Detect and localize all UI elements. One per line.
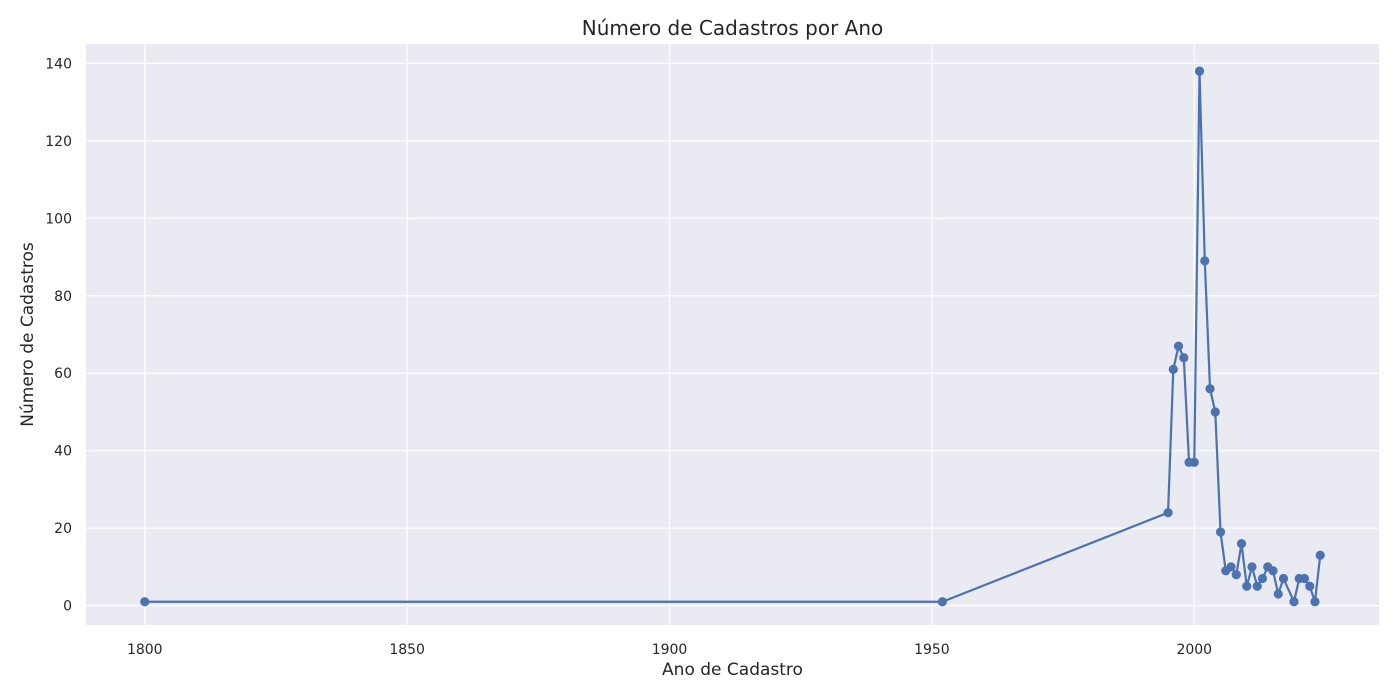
y-tick-labels: 0 20 40 60 80 100 120 140 bbox=[45, 56, 72, 614]
data-point bbox=[1173, 341, 1184, 351]
y-tick-label: 20 bbox=[54, 521, 72, 537]
data-point bbox=[1315, 550, 1325, 560]
data-point bbox=[1242, 581, 1252, 591]
data-point bbox=[1268, 566, 1278, 576]
data-point bbox=[1257, 573, 1268, 584]
data-point bbox=[1236, 539, 1247, 549]
y-tick-label: 60 bbox=[54, 366, 72, 382]
x-tick-label: 2000 bbox=[1176, 642, 1212, 658]
y-tick-label: 80 bbox=[54, 289, 72, 305]
x-tick-label: 1900 bbox=[652, 642, 688, 658]
y-tick-label: 40 bbox=[54, 444, 72, 460]
data-point bbox=[1252, 581, 1262, 591]
data-point bbox=[1247, 562, 1257, 572]
data-point bbox=[1205, 384, 1215, 394]
x-tick-labels: 1800 1850 1900 1950 2000 bbox=[127, 642, 1212, 658]
y-gridlines bbox=[86, 62, 1379, 607]
data-point bbox=[1189, 457, 1199, 467]
x-tick-label: 1800 bbox=[127, 642, 163, 658]
data-point bbox=[1200, 256, 1210, 266]
data-point bbox=[1299, 573, 1310, 584]
x-axis-label: Ano de Cadastro bbox=[662, 660, 803, 680]
data-point bbox=[1210, 407, 1220, 417]
y-tick-label: 100 bbox=[45, 211, 72, 227]
plot-background bbox=[86, 44, 1379, 625]
data-point bbox=[140, 597, 150, 607]
y-axis-label: Número de Cadastros bbox=[18, 242, 38, 427]
series-points bbox=[140, 66, 1325, 607]
y-tick-label: 0 bbox=[63, 599, 72, 615]
data-point bbox=[1179, 353, 1189, 363]
data-point bbox=[1226, 562, 1236, 572]
data-point bbox=[1310, 597, 1320, 607]
y-tick-label: 120 bbox=[45, 134, 72, 150]
y-tick-label: 140 bbox=[45, 56, 72, 72]
data-point bbox=[1194, 66, 1205, 76]
data-point bbox=[1278, 573, 1289, 584]
data-point bbox=[1163, 508, 1173, 518]
x-tick-label: 1950 bbox=[914, 642, 950, 658]
data-point bbox=[1215, 527, 1226, 537]
x-tick-label: 1850 bbox=[389, 642, 425, 658]
data-point bbox=[1168, 364, 1178, 374]
data-point bbox=[1231, 570, 1241, 580]
data-point bbox=[1305, 581, 1315, 591]
data-point bbox=[1273, 589, 1283, 599]
data-point bbox=[1289, 597, 1299, 607]
data-point bbox=[937, 597, 948, 607]
chart-title: Número de Cadastros por Ano bbox=[582, 16, 884, 40]
